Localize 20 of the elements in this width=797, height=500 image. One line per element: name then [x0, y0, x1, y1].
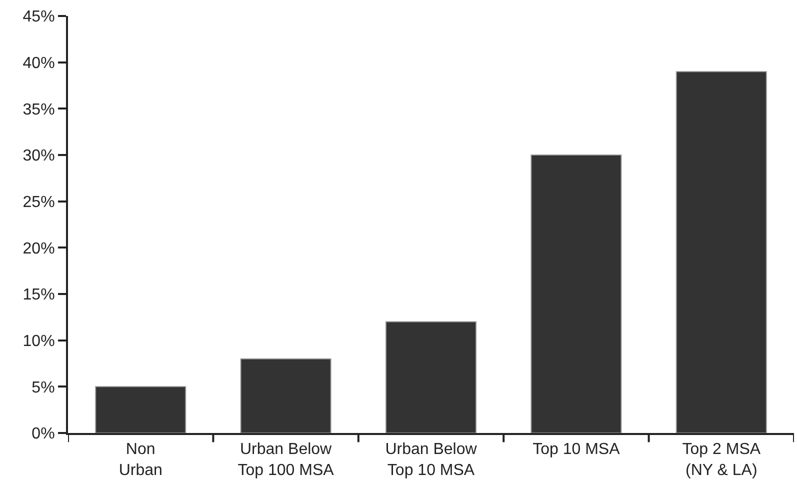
bar [676, 71, 767, 433]
y-tick-label: 45% [22, 8, 55, 26]
bar [385, 321, 477, 433]
y-tick-label: 15% [22, 286, 55, 304]
bar [530, 154, 622, 433]
y-tick-label: 30% [22, 148, 55, 165]
y-tick-label: 0% [32, 426, 55, 443]
x-tick-label: Non Urban [118, 441, 162, 479]
y-tick-label: 20% [22, 240, 55, 258]
y-tick-label: 40% [22, 54, 55, 72]
y-tick-label: 25% [22, 194, 55, 211]
y-tick-label: 35% [22, 101, 55, 118]
bar [240, 358, 332, 433]
y-tick-label: 5% [32, 379, 55, 396]
x-tick-label: Top 2 MSA (NY & LA) [682, 441, 761, 479]
y-tick-label: 10% [22, 332, 55, 350]
x-tick-label: Top 10 MSA [532, 441, 620, 458]
x-tick-label: Urban Below Top 100 MSA [238, 441, 334, 479]
bar [95, 386, 186, 433]
x-tick-label: Urban Below Top 10 MSA [385, 441, 478, 479]
